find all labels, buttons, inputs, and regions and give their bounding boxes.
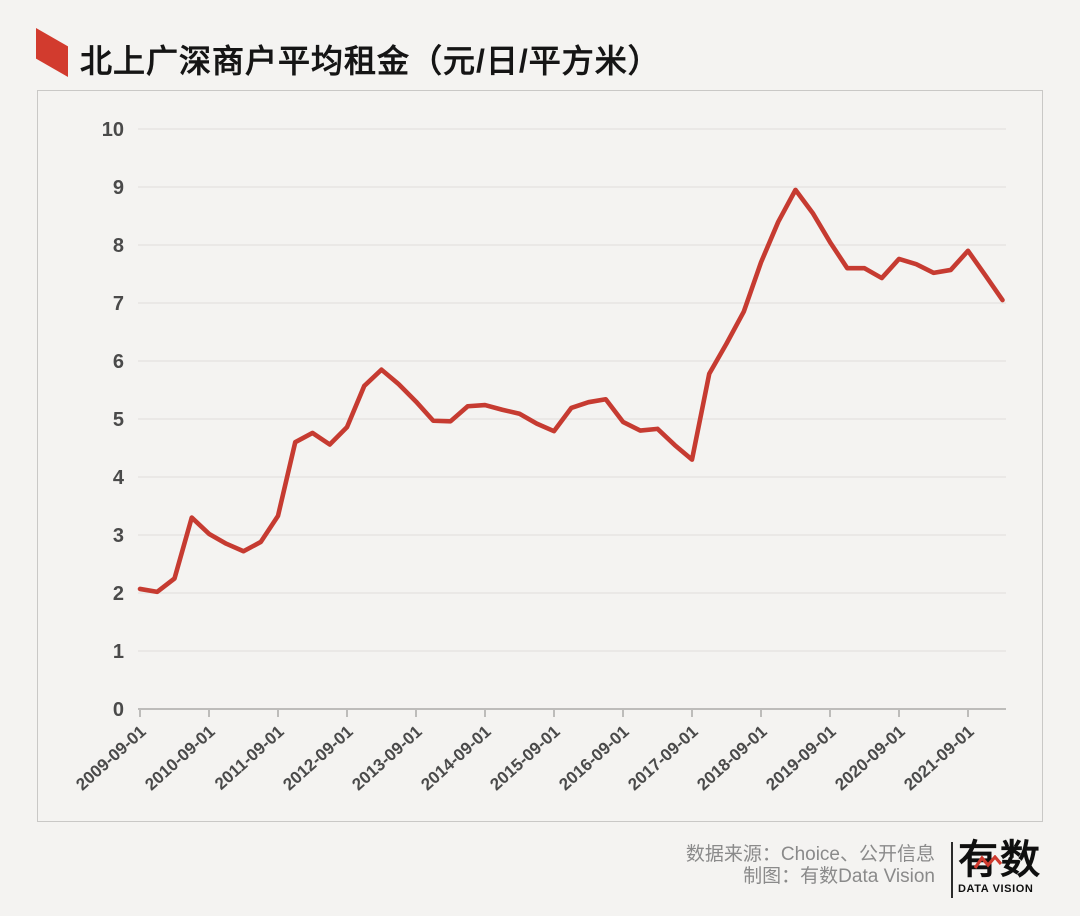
svg-text:2: 2 bbox=[113, 583, 124, 605]
logo-zigzag-icon bbox=[974, 855, 1002, 869]
footer-credits: 数据来源：Choice、公开信息 制图：有数Data Vision bbox=[686, 844, 935, 888]
svg-text:2019-09-01: 2019-09-01 bbox=[762, 722, 839, 794]
chart-credit-text: 制图：有数Data Vision bbox=[743, 866, 935, 887]
svg-text:5: 5 bbox=[113, 409, 124, 431]
svg-text:1: 1 bbox=[113, 641, 124, 663]
svg-text:8: 8 bbox=[113, 235, 124, 257]
svg-text:2016-09-01: 2016-09-01 bbox=[555, 722, 632, 794]
svg-text:10: 10 bbox=[102, 119, 124, 141]
svg-text:4: 4 bbox=[113, 467, 125, 489]
data-source-text: 数据来源：Choice、公开信息 bbox=[685, 844, 935, 865]
svg-text:2014-09-01: 2014-09-01 bbox=[417, 722, 494, 794]
datavision-logo: 有数 DATA VISION bbox=[958, 838, 1050, 900]
svg-text:2017-09-01: 2017-09-01 bbox=[624, 722, 701, 794]
zigzag-stroke bbox=[974, 855, 1002, 869]
footer-divider bbox=[951, 842, 953, 898]
svg-text:7: 7 bbox=[113, 293, 124, 315]
svg-text:6: 6 bbox=[113, 351, 124, 373]
svg-text:9: 9 bbox=[113, 177, 124, 199]
svg-text:2018-09-01: 2018-09-01 bbox=[693, 722, 770, 794]
svg-text:2015-09-01: 2015-09-01 bbox=[486, 722, 563, 794]
chart-area: 0 1 2 3 4 5 6 7 8 9 10 2009-09-01 2010-09-01 2011-09-… bbox=[37, 90, 1043, 822]
logo-subtext: DATA VISION bbox=[958, 883, 1034, 895]
svg-text:0: 0 bbox=[113, 699, 124, 721]
chart-svg: 0 1 2 3 4 5 6 7 8 9 10 2009-09-012010-09-012011-09-… bbox=[72, 119, 1006, 794]
svg-text:3: 3 bbox=[113, 525, 124, 547]
page-title: 北上广深商户平均租金（元/日/平方米） bbox=[80, 43, 661, 79]
svg-text:2020-09-01: 2020-09-01 bbox=[831, 722, 908, 794]
svg-text:2021-09-01: 2021-09-01 bbox=[900, 722, 977, 794]
svg-text:2009-09-01: 2009-09-01 bbox=[72, 722, 149, 794]
svg-text:2010-09-01: 2010-09-01 bbox=[141, 722, 218, 794]
logo-wordmark: 有数 bbox=[958, 838, 1042, 882]
svg-text:2011-09-01: 2011-09-01 bbox=[211, 722, 288, 794]
title-marker-icon bbox=[36, 28, 68, 77]
svg-text:2012-09-01: 2012-09-01 bbox=[279, 722, 356, 794]
svg-text:2013-09-01: 2013-09-01 bbox=[348, 722, 425, 794]
